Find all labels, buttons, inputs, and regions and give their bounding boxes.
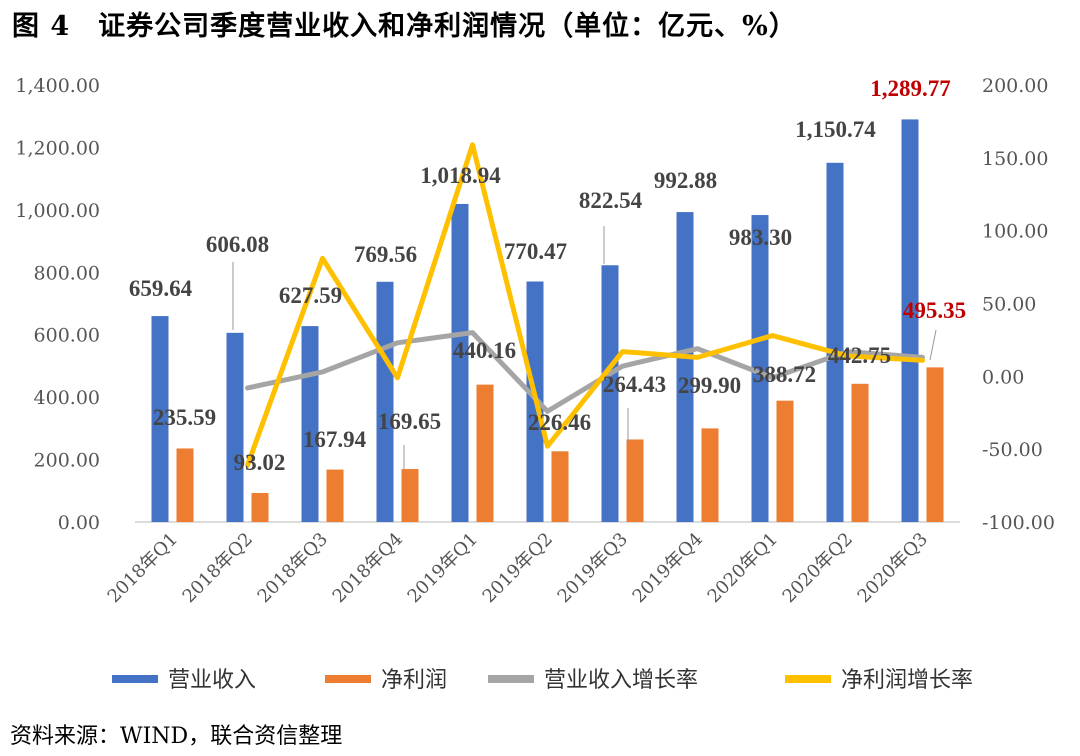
left-axis-tick: 600.00 xyxy=(34,325,100,347)
legend-label: 净利润 xyxy=(381,668,447,693)
bar-profit xyxy=(926,367,944,522)
data-label-revenue: 770.47 xyxy=(504,239,567,264)
data-label-revenue: 992.88 xyxy=(654,168,717,193)
bar-revenue xyxy=(826,162,844,522)
data-label-profit: 226.46 xyxy=(528,410,591,435)
data-label-profit: 264.43 xyxy=(603,372,666,397)
bar-revenue xyxy=(301,326,319,522)
data-label-profit: 299.90 xyxy=(678,373,741,398)
data-label-profit: 388.72 xyxy=(753,362,816,387)
data-label-profit: 93.02 xyxy=(234,450,286,475)
data-label-profit: 235.59 xyxy=(153,405,216,430)
chart-title: 图 4 证券公司季度营业收入和净利润情况（单位：亿元、%） xyxy=(12,11,797,42)
label-leader-line xyxy=(929,329,937,361)
lines-layer xyxy=(245,142,925,468)
bar-profit xyxy=(476,384,494,522)
bar-revenue xyxy=(751,215,769,522)
bars-layer xyxy=(151,119,944,523)
left-axis-tick: 1,200.00 xyxy=(15,137,100,159)
data-label-revenue: 1,150.74 xyxy=(795,117,876,142)
bar-profit xyxy=(326,469,344,522)
right-axis-tick: 150.00 xyxy=(982,148,1048,170)
bar-profit xyxy=(176,448,194,522)
legend: 营业收入 净利润 营业收入增长率 净利润增长率 xyxy=(112,668,973,693)
legend-label: 营业收入 xyxy=(168,668,256,693)
bar-revenue xyxy=(226,332,244,522)
bar-revenue xyxy=(676,212,694,523)
x-axis-tick: 2018年Q1 xyxy=(104,529,183,608)
bar-revenue xyxy=(376,281,394,522)
data-label-revenue: 606.08 xyxy=(206,232,269,257)
data-label-profit: 440.16 xyxy=(453,338,516,363)
bar-profit xyxy=(551,451,569,522)
x-axis-tick: 2020年Q1 xyxy=(704,529,783,608)
legend-profit-growth: 净利润增长率 xyxy=(785,668,973,693)
data-label-profit: 167.94 xyxy=(303,427,367,452)
line-profit-growth xyxy=(245,142,925,468)
x-axis-tick: 2020年Q3 xyxy=(854,529,933,608)
left-axis-tick: 800.00 xyxy=(34,262,100,284)
right-axis-tick: -50.00 xyxy=(982,439,1043,461)
bar-revenue xyxy=(151,316,169,522)
x-axis-tick: 2019年Q4 xyxy=(629,529,708,608)
legend-profit: 净利润 xyxy=(325,668,447,693)
right-axis-tick: 0.00 xyxy=(982,366,1024,388)
x-axis-tick: 2019年Q3 xyxy=(554,529,633,608)
right-axis-tick: 200.00 xyxy=(982,75,1048,97)
x-axis-tick: 2019年Q2 xyxy=(479,529,558,608)
bar-profit xyxy=(251,492,269,522)
bar-profit xyxy=(851,383,869,522)
data-label-revenue: 659.64 xyxy=(129,276,193,301)
data-label-profit: 169.65 xyxy=(378,409,441,434)
legend-label: 营业收入增长率 xyxy=(544,668,698,693)
x-axis-tick: 2018年Q3 xyxy=(254,529,333,608)
legend-revenue: 营业收入 xyxy=(112,668,256,693)
data-label-revenue: 822.54 xyxy=(579,188,643,213)
left-axis-tick: 1,000.00 xyxy=(15,200,100,222)
data-label-revenue: 1,289.77 xyxy=(870,76,951,101)
left-axis-tick: 1,400.00 xyxy=(15,75,100,97)
bar-profit xyxy=(701,428,719,522)
data-label-profit: 442.75 xyxy=(828,343,891,368)
bar-revenue xyxy=(451,203,469,522)
legend-revenue-growth: 营业收入增长率 xyxy=(488,668,698,693)
left-axis-tick: 200.00 xyxy=(34,450,100,472)
data-label-profit: 495.35 xyxy=(903,298,966,323)
legend-label: 净利润增长率 xyxy=(841,668,973,693)
data-label-revenue: 983.30 xyxy=(729,225,792,250)
bar-revenue xyxy=(601,265,619,522)
data-label-revenue: 769.56 xyxy=(354,242,417,267)
right-axis-tick: -100.00 xyxy=(982,512,1055,534)
bar-revenue xyxy=(901,119,919,523)
line-revenue-growth xyxy=(245,330,925,414)
data-label-revenue: 1,018.94 xyxy=(420,163,501,188)
x-axis-tick: 2020年Q2 xyxy=(779,529,858,608)
x-axis-tick: 2018年Q2 xyxy=(179,529,258,608)
x-axis-tick: 2019年Q1 xyxy=(404,529,483,608)
right-axis-tick: 100.00 xyxy=(982,221,1048,243)
bar-profit xyxy=(626,439,644,522)
left-axis-tick: 0.00 xyxy=(58,512,100,534)
bar-profit xyxy=(776,400,794,522)
labels-layer: 659.64 606.08 627.59 769.56 1,018.94 770.47 82… xyxy=(129,76,966,475)
x-axis-tick: 2018年Q4 xyxy=(329,529,408,608)
source-note: 资料来源：WIND，联合资信整理 xyxy=(10,724,343,749)
left-axis-tick: 400.00 xyxy=(34,387,100,409)
bar-profit xyxy=(401,469,419,522)
data-label-revenue: 627.59 xyxy=(279,283,342,308)
right-axis-tick: 50.00 xyxy=(982,294,1036,316)
